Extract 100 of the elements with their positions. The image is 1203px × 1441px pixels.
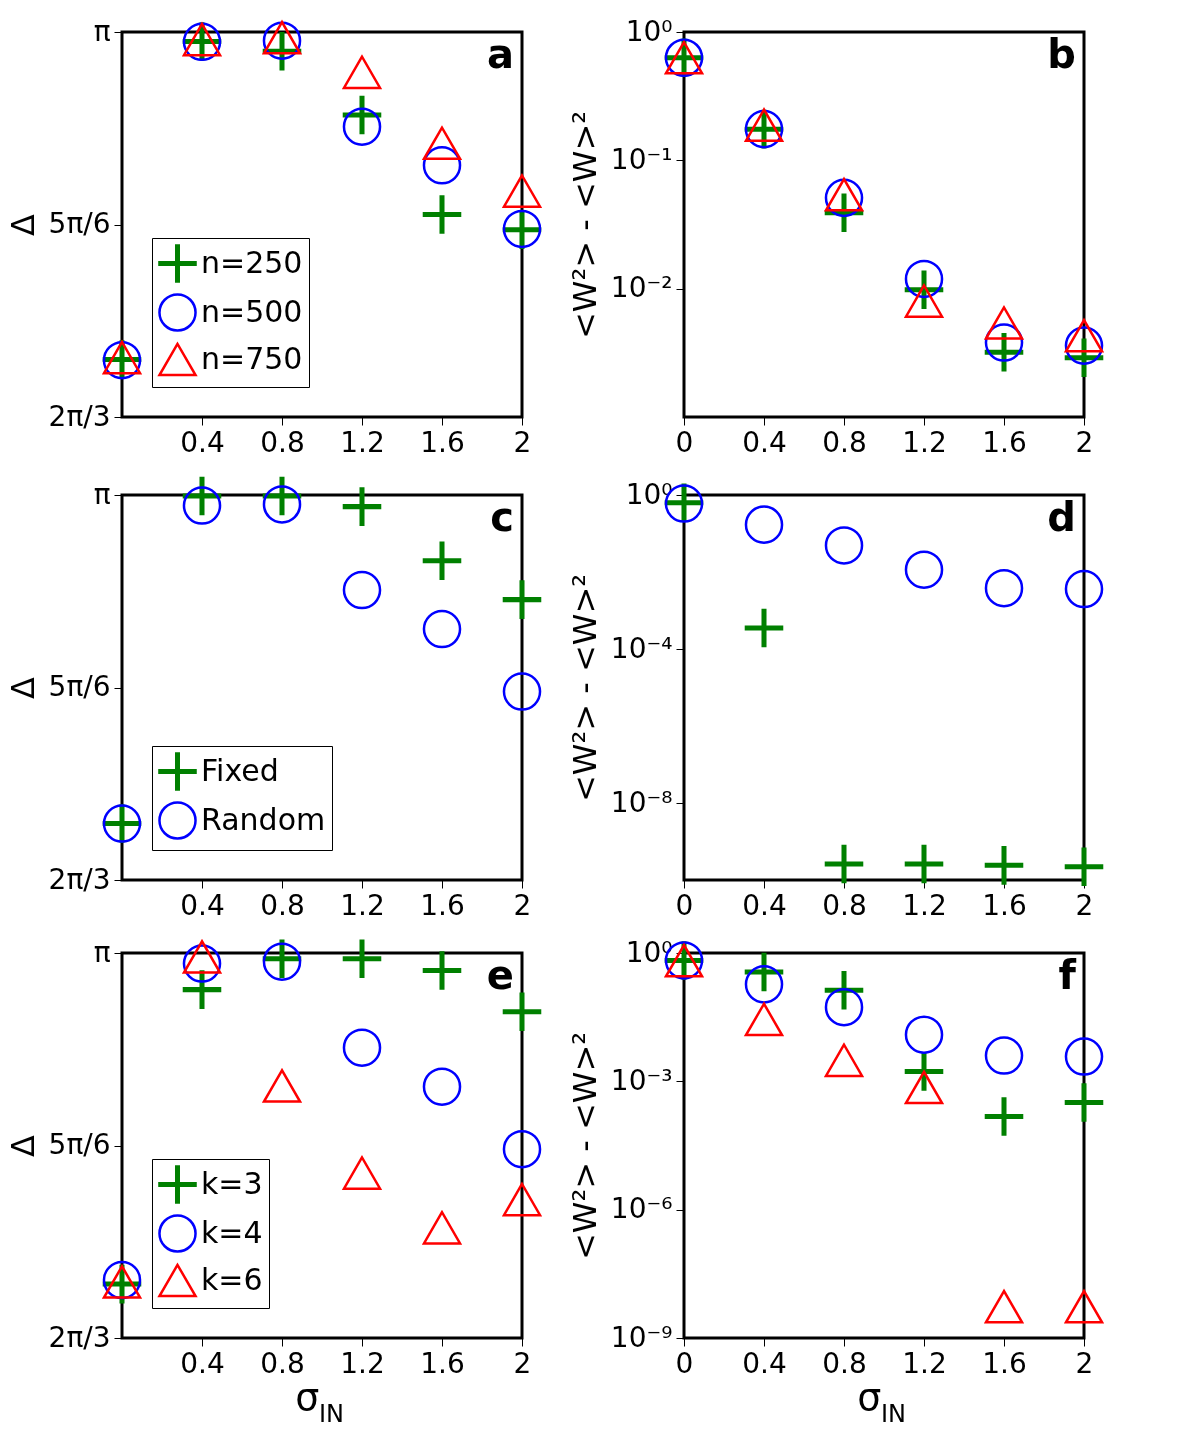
point [984, 1097, 1024, 1136]
x-tick-label: 0.4 [742, 425, 787, 459]
legend-label: n=250 [201, 244, 303, 280]
point [744, 108, 784, 143]
annotation: d [1047, 494, 1076, 540]
x-tick-label: 0.8 [822, 1346, 867, 1380]
text: Fixed [201, 752, 279, 788]
legend-label: k=4 [201, 1214, 263, 1250]
annotation: e [486, 952, 514, 998]
point [262, 1069, 302, 1103]
y-tick-label: 2π/3 [48, 399, 111, 433]
point [422, 126, 462, 161]
point [904, 284, 944, 318]
point [1064, 569, 1104, 609]
y-axis-title: <W²> - <W>² [565, 1031, 604, 1261]
y-tick-label: π [93, 14, 111, 48]
x-tick-label: 1.6 [420, 888, 465, 922]
point [502, 580, 542, 619]
text: Random [201, 801, 326, 837]
y-tick-label: 10⁻⁹ [610, 1320, 673, 1354]
point [824, 987, 864, 1027]
legend-label: n=750 [201, 340, 303, 376]
y-tick-label: 10⁻¹ [610, 142, 673, 176]
annotation: a [487, 31, 514, 77]
annotation: f [1058, 952, 1077, 998]
y-tick-label: 10⁻² [610, 271, 673, 305]
x-tick-label: 2 [513, 888, 532, 922]
point [904, 259, 944, 299]
y-tick-label: 10⁻⁴ [610, 631, 673, 665]
x-tick-label: 1.2 [340, 888, 385, 922]
point [984, 846, 1024, 885]
y-axis-title: Δ [3, 1134, 42, 1157]
y-axis-title: Δ [3, 213, 42, 236]
point [984, 306, 1024, 340]
x-tick-label: 0.8 [260, 425, 305, 459]
point [1064, 847, 1104, 887]
x-tick-label: 0.4 [742, 888, 787, 922]
x-tick-label: 1.2 [902, 888, 947, 922]
point [342, 1156, 382, 1190]
point [342, 939, 382, 979]
x-tick-label: 0.8 [260, 888, 305, 922]
x-tick-label: 0.4 [180, 1346, 225, 1380]
point [744, 1002, 784, 1037]
legend-label: k=3 [201, 1165, 263, 1201]
point [422, 609, 462, 649]
x-tick-label: 0.8 [822, 888, 867, 922]
point [502, 1129, 542, 1169]
x-tick-label: 0 [675, 1346, 694, 1380]
point [824, 844, 864, 884]
x-tick-label: 1.6 [982, 1346, 1027, 1380]
point [984, 1289, 1024, 1324]
y-tick-label: 10⁰ [625, 14, 673, 48]
point [502, 992, 542, 1031]
point [502, 672, 542, 711]
x-tick-label: 0.4 [180, 888, 225, 922]
point [422, 1210, 462, 1245]
x-tick-label: 0.4 [742, 1346, 787, 1380]
y-tick-label: 10⁻⁸ [610, 785, 673, 819]
y-axis-title: <W²> - <W>² [565, 573, 604, 803]
point [422, 1067, 462, 1106]
y-tick-label: 10⁻³ [610, 1063, 673, 1097]
point [904, 550, 944, 589]
x-tick-label: 0.4 [180, 425, 225, 459]
point [502, 174, 542, 208]
x-tick-label: 0.8 [822, 425, 867, 459]
x-tick-label: 0.8 [260, 1346, 305, 1380]
point [744, 505, 784, 544]
point [824, 526, 864, 565]
point [182, 970, 222, 1009]
point [1064, 1037, 1104, 1076]
point [1064, 1083, 1104, 1122]
point [1064, 1289, 1104, 1324]
x-tick-label: 1.2 [902, 425, 947, 459]
x-tick-label: 2 [513, 425, 532, 459]
point [182, 940, 222, 974]
x-tick-label: 0 [675, 888, 694, 922]
point [342, 487, 382, 526]
point [824, 1043, 864, 1078]
y-tick-label: 5π/6 [48, 670, 111, 703]
point [904, 1052, 944, 1091]
point [984, 1036, 1024, 1075]
y-tick-label: π [93, 935, 111, 969]
legend-label: k=6 [201, 1261, 263, 1297]
x-tick-label: 1.6 [420, 425, 465, 459]
y-tick-label: 5π/6 [48, 1128, 111, 1161]
legend-label: n=500 [201, 293, 303, 329]
point [342, 107, 382, 146]
y-tick-label: 2π/3 [48, 1320, 111, 1354]
point [262, 485, 302, 524]
point [904, 844, 944, 884]
point [744, 608, 784, 648]
x-tick-label: 1.2 [340, 1346, 385, 1380]
point [904, 1015, 944, 1054]
y-tick-label: 10⁻⁶ [610, 1192, 673, 1226]
point [342, 570, 382, 610]
point [824, 177, 864, 212]
point [984, 568, 1024, 608]
point [744, 965, 784, 1004]
point [342, 55, 382, 90]
point [422, 951, 462, 990]
